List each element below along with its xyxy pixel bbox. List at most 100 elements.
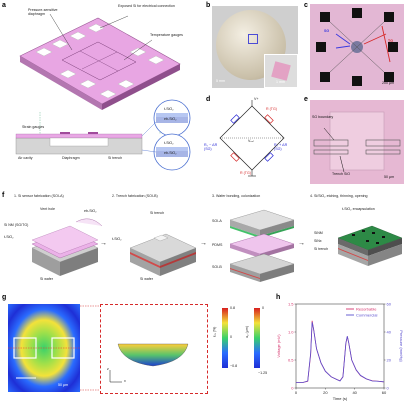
y-tick-label: 1.0 [288,329,294,334]
plot-frame [295,303,385,389]
micrograph-c [310,4,404,90]
panel-h: h 0 20 40 60 0 0.5 1.0 1.5 0 20 40 60 Time (s) Voltag… [274,292,406,405]
x-tick-label: 40 [352,390,357,395]
step4-encap: t-SiO₂ encapsulation [342,207,375,211]
inset-photo [264,54,298,88]
x-axis-label: Time (s) [333,396,348,401]
y-axis-label: Voltage (mV) [276,334,281,358]
panel-d: d V+ Vₒᵤₜ R (TG) R (TG) R₀ − ΔR (SG) R₀ … [204,96,300,184]
callout-exposed-si: Exposed Si for electrical connection [118,4,175,8]
y2-tick-label: 60 [387,301,392,306]
y-tick-label: 1.5 [288,301,294,306]
panel-label-b: b [206,2,211,9]
panel-label-e: e [304,96,308,103]
arrow-1: → [100,240,107,247]
legend-label-resorbable: Resorbable [356,306,377,311]
scale-g: 50 μm [58,383,69,387]
bridge-circuit [219,100,285,177]
axis-z: z [107,367,109,371]
scale-c: 200 μm [382,81,395,85]
x-tick-label: 20 [323,390,328,395]
step1-diagram [31,218,103,276]
colorbar-strain [222,308,228,368]
step4-trench: Si trench [314,247,329,251]
colorbar-strain-tick-mid: 0 [230,335,232,339]
r-sg-left: R₀ − ΔR (SG) [204,143,218,151]
x-tick-label: 60 [382,390,387,395]
diaphragm-outline [61,41,137,81]
v-out: Vₒᵤₜ [248,139,255,143]
v-plus: V+ [254,97,259,101]
step2-trench: Si trench [150,211,165,215]
series-line-resorbable [296,320,385,383]
callout-temp-gauges: Temperature gauges [150,33,183,37]
arrow-3: → [298,240,305,247]
air-cavity [49,137,109,147]
r-tg-bottom: R (TG) [240,171,251,175]
axis-x: x [124,379,126,383]
x-tick-label: 0 [295,390,298,395]
colorbar-strain-tick-top: 0.8 [230,306,235,310]
colorbar-strain-title: εᵧᵧ (%) [212,326,217,338]
panel-a: a [0,0,200,172]
panel-e: e SG boundary Trench SiO 50 μm [302,96,406,186]
r-tg-top: R (TG) [266,107,277,111]
callout-diaphragm: Pressure-sensitive diaphragm [28,8,58,16]
sg-boundary-label: SG boundary [312,115,334,119]
zoom-top-tsio2: t-SiO₂ [164,107,174,111]
device-schematic [15,13,191,171]
panel-label-h: h [276,294,281,301]
chip-side-face [102,64,180,110]
step2-tsio2: t-SiO₂ [112,237,122,241]
r-sg-right: R₀ + ΔR (SG) [274,143,288,151]
y2-tick-label: 0 [387,385,390,390]
y-tick-label: 0.5 [288,357,294,362]
trench-label: Trench SiO [332,172,351,176]
y2-tick-label: 20 [387,357,392,362]
panel-b: b 5 mm 1 mm [204,0,300,92]
y2-axis-label: Pressure (mmHg) [399,330,404,362]
deflection-shape [109,343,189,383]
colorbar-displacement-title: u₂ (μm) [245,325,250,338]
coin-photo [212,6,298,88]
panel-f: f 1. Si sensor fabrication (SOI-A) Vent … [0,190,406,288]
step2-diagram [129,233,197,276]
step3-title: 3. Wafer bonding, colonization [212,194,261,198]
y2-tick-label: 40 [387,329,392,334]
label-tg: TG [388,39,393,43]
panel-label-g: g [2,294,7,301]
colorbar-displacement [254,308,260,368]
panel-label-a: a [2,2,6,9]
colorbar-displacement-tick-bot: −1.25 [258,371,268,375]
step3-soib: SOI-B [212,265,222,269]
zoom-bottom-tsio2: t-SiO₂ [164,141,174,145]
series-line-commercial [296,322,385,383]
callout-strain-gauges: Strain gauges [22,125,45,129]
callout-air-cavity: Air cavity [18,156,33,160]
step3-soia: SOI-A [212,219,222,223]
step1-title: 1. Si sensor fabrication (SOI-A) [14,194,64,198]
panel-g: g 50 μm z x εᵧᵧ (%) 0.8 0 −0.8 u₂ (μm) 0… [0,292,272,405]
zoom-top-ebsio2: eb-SiO₂ [164,117,177,121]
label-sg: SG [324,29,330,33]
micrograph-e-overlay [313,111,401,173]
step4-title: 4. Si/SiO₂ etching, thinning, opening [310,194,368,198]
step4-sinm: SiNM [314,231,323,235]
legend-label-commercial: Commercial [356,312,377,317]
callout-diaphragm-2: Diaphragm [62,156,80,160]
scale-right: 1 mm [276,80,285,84]
zoom-bottom-ebsio2: eb-SiO₂ [164,151,177,155]
scale-e: 50 μm [384,175,395,179]
scale-left: 5 mm [216,79,225,83]
chip-front-face [20,56,102,110]
step1-vent: Vent hole [40,207,55,211]
step4-diagram [337,225,403,266]
y-tick-label: 0 [291,385,294,390]
panel-label-d: d [206,96,211,103]
arrow-2: → [200,240,207,247]
panel-c: c SG TG 200 μm [302,0,406,92]
step3-pdms: PDMS [212,243,223,247]
callout-si-trench: Si trench [108,156,123,160]
micrograph-c-overlay [316,8,398,86]
